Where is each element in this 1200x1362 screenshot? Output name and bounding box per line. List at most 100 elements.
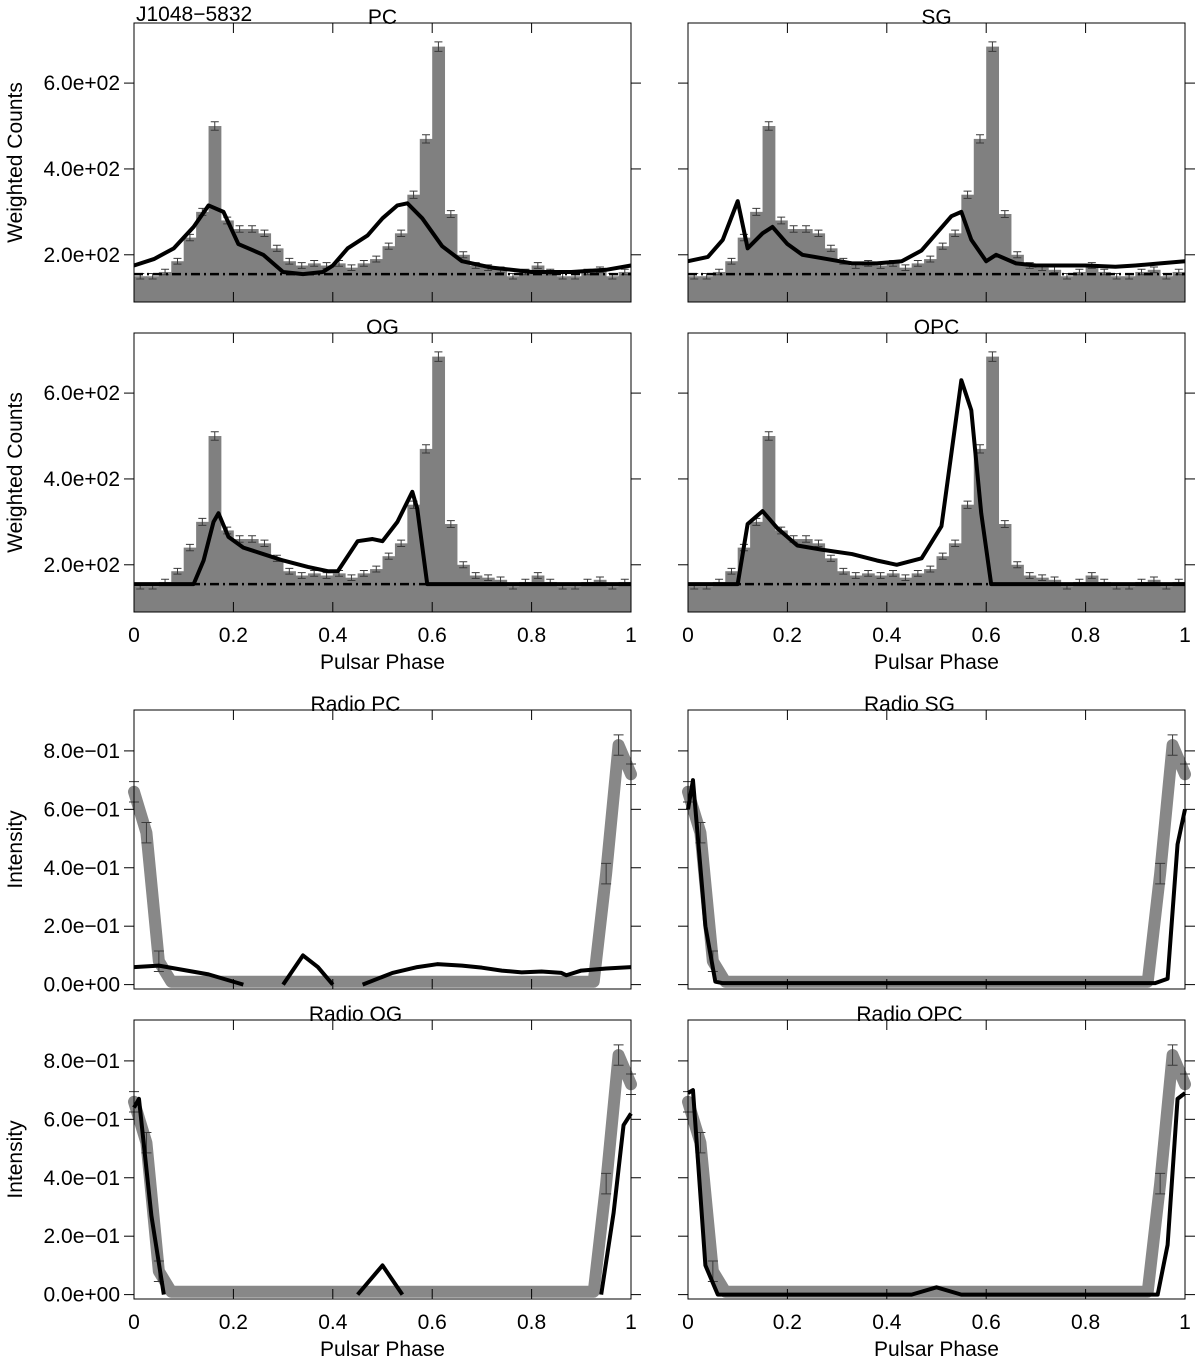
model-radio-curve xyxy=(281,953,335,986)
histogram-bar xyxy=(1073,271,1086,302)
error-bar xyxy=(938,552,947,560)
x-axis-label: Pulsar Phase xyxy=(320,651,445,674)
panel-title: Radio PC xyxy=(311,693,401,716)
error-bar xyxy=(533,262,542,269)
histogram-bar xyxy=(1060,586,1074,612)
histogram-bar xyxy=(407,194,421,302)
histogram-bar xyxy=(506,586,520,612)
histogram-bar xyxy=(774,530,788,612)
y-tick-label: 8.0e−01 xyxy=(44,1050,121,1073)
histogram-bar xyxy=(725,571,739,612)
x-tick-label: 1 xyxy=(1179,1311,1191,1334)
error-bar xyxy=(727,257,736,265)
error-bar xyxy=(1013,561,1022,569)
histogram-bar xyxy=(606,586,619,612)
histogram-bar xyxy=(737,237,751,302)
histogram-bar xyxy=(469,265,483,302)
panel-sg: SG xyxy=(678,6,1195,303)
model-radio-curve xyxy=(132,1096,166,1295)
error-bar xyxy=(938,242,947,250)
error-bar xyxy=(951,229,960,238)
error-bar xyxy=(1038,574,1047,581)
panel-title: OPC xyxy=(914,316,960,339)
x-tick-label: 0.6 xyxy=(418,624,447,647)
y-tick-label: 0.0e+00 xyxy=(44,974,121,997)
error-bar xyxy=(533,572,542,579)
y-tick-label: 2.0e−01 xyxy=(44,915,121,938)
histogram-bar xyxy=(469,575,483,612)
histogram-bar xyxy=(837,261,850,302)
model-light-curve xyxy=(687,199,1186,269)
histogram-bar xyxy=(1110,586,1124,612)
x-tick-label: 0.2 xyxy=(219,624,248,647)
y-tick-label: 0.0e+00 xyxy=(44,1284,121,1307)
histogram-bar xyxy=(270,558,284,612)
histogram-bar xyxy=(457,254,470,302)
histogram-bar xyxy=(258,233,272,302)
histogram-bar xyxy=(1110,276,1124,302)
x-tick-label: 0.2 xyxy=(773,1311,802,1334)
model-radio-curve xyxy=(361,962,632,987)
histogram-bar xyxy=(712,271,726,302)
error-bar xyxy=(285,257,294,265)
error-bar xyxy=(826,554,835,562)
histogram-bar xyxy=(1135,271,1149,302)
histogram-bar xyxy=(568,586,582,612)
histogram-bar xyxy=(849,265,863,302)
radio-error-bar xyxy=(1167,1044,1178,1066)
histogram-bar xyxy=(924,259,937,302)
histogram-bar xyxy=(618,581,632,612)
histogram-bar xyxy=(948,233,962,302)
histogram-bar xyxy=(171,261,185,302)
histogram-bar xyxy=(1060,276,1074,302)
x-tick-label: 0.8 xyxy=(1071,624,1100,647)
model-light-curve xyxy=(688,378,1185,587)
radio-data-profile xyxy=(682,739,1191,988)
error-bar xyxy=(384,242,393,250)
plot-frame xyxy=(687,1019,1186,1300)
histogram-bar xyxy=(924,569,937,612)
model-radio-curve xyxy=(599,1112,633,1295)
histogram-bar xyxy=(911,263,925,302)
error-bar xyxy=(397,229,406,238)
error-bar xyxy=(235,225,244,233)
histogram-bar xyxy=(1122,586,1136,612)
histogram-bar xyxy=(1147,269,1161,302)
histogram-bar xyxy=(370,259,383,302)
error-bar xyxy=(802,535,811,543)
error-bar xyxy=(210,431,219,441)
error-bar xyxy=(926,255,935,263)
histogram-bar xyxy=(519,271,532,302)
plot-frame xyxy=(687,332,1186,613)
radio-data-profile xyxy=(128,1049,637,1298)
histogram-bar xyxy=(1073,581,1086,612)
histogram-bar xyxy=(481,577,495,612)
histogram-bar xyxy=(1085,575,1099,612)
radio-error-bar xyxy=(601,1172,612,1195)
x-tick-label: 0.6 xyxy=(972,1311,1001,1334)
histogram-bar xyxy=(593,579,607,612)
x-tick-label: 0.2 xyxy=(219,1311,248,1334)
error-bar xyxy=(173,567,182,575)
radio-error-bar xyxy=(613,734,624,756)
y-tick-label: 2.0e−01 xyxy=(44,1225,121,1248)
error-bar xyxy=(310,259,319,267)
x-tick-label: 0.4 xyxy=(318,1311,348,1334)
histogram-bar xyxy=(986,46,1000,302)
error-bar xyxy=(913,569,922,577)
error-bar xyxy=(926,565,935,573)
histogram-bar xyxy=(799,539,813,612)
error-bar xyxy=(185,543,194,552)
histogram-bar xyxy=(787,229,801,302)
error-bar xyxy=(248,225,257,233)
x-tick-label: 0 xyxy=(682,624,694,647)
histogram-bar xyxy=(1048,579,1062,612)
x-tick-label: 1 xyxy=(625,624,637,647)
histogram-bar xyxy=(1160,586,1173,612)
histogram-bar xyxy=(1122,276,1136,302)
error-bar xyxy=(1087,572,1096,579)
histogram-bar xyxy=(245,539,259,612)
x-tick-label: 1 xyxy=(1179,624,1191,647)
error-bar xyxy=(814,229,823,238)
